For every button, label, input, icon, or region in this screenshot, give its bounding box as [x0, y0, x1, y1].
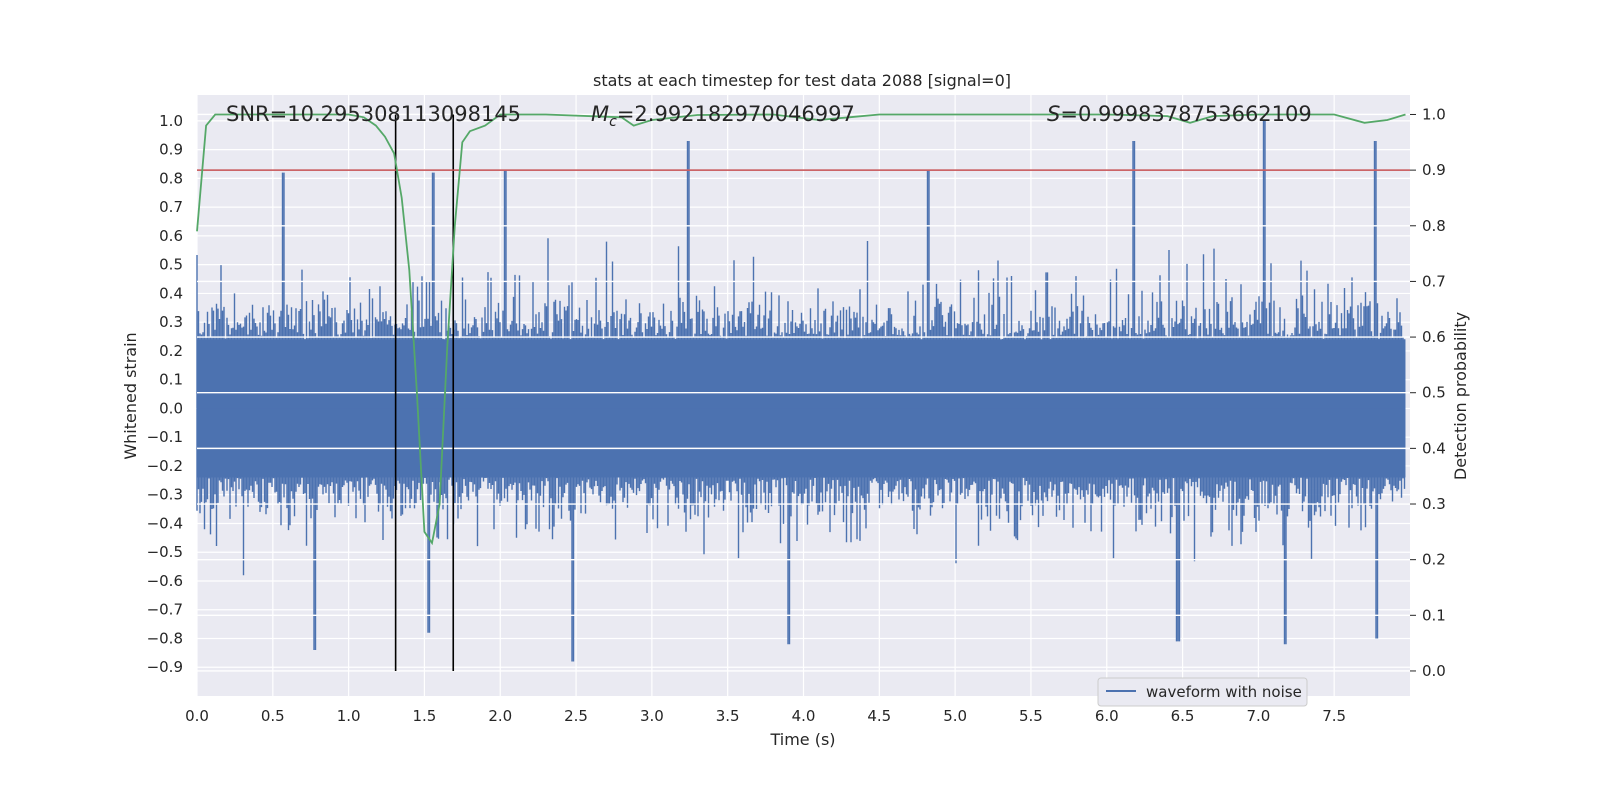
x-tick-label: 5.5 — [1019, 707, 1043, 725]
chirp-mass-symbol: M — [591, 102, 609, 126]
x-tick-label: 4.5 — [867, 707, 891, 725]
left-y-tick-label: −0.9 — [147, 658, 183, 676]
left-y-axis-ticks: −0.9 −0.8 −0.7 −0.6 −0.5 −0.4 −0.3 −0.2 −0.1 0.0 0… — [147, 112, 183, 676]
right-y-tick-label: 0.9 — [1422, 161, 1446, 179]
left-y-tick-label: −0.8 — [147, 629, 183, 647]
s-value: =0.9998378753662109 — [1060, 102, 1311, 126]
left-y-axis-label: Whitened strain — [121, 332, 140, 459]
right-y-tick-label: 0.5 — [1422, 384, 1446, 402]
left-y-tick-label: 0.5 — [159, 256, 183, 274]
chart-title: stats at each timestep for test data 208… — [593, 71, 1011, 90]
waveform-series — [196, 120, 1406, 662]
x-tick-label: 6.5 — [1171, 707, 1195, 725]
left-y-tick-label: −0.2 — [147, 457, 183, 475]
x-axis-ticks: 0.0 0.5 1.0 1.5 2.0 2.5 3.0 3.5 4.0 4.5 5.0 5.5 6.0 6… — [185, 707, 1346, 725]
probability-series — [196, 113, 1406, 546]
x-axis-label: Time (s) — [769, 730, 835, 749]
left-y-tick-label: 1.0 — [159, 112, 183, 130]
chirp-mass-annotation: Mc=2.992182970046997 — [591, 102, 855, 130]
s-annotation: S=0.9998378753662109 — [1047, 102, 1312, 126]
right-y-tick-label: 0.7 — [1422, 272, 1446, 290]
right-y-tick-label: 0.0 — [1422, 662, 1446, 680]
left-y-tick-label: −0.1 — [147, 428, 183, 446]
chirp-mass-subscript: c — [609, 114, 617, 130]
left-y-tick-label: −0.5 — [147, 543, 183, 561]
snr-annotation: SNR=10.295308113098145 — [226, 102, 521, 126]
right-y-axis-ticks: 0.0 0.1 0.2 0.3 0.4 0.5 0.6 0.7 0.8 0.9 1.0 — [1410, 105, 1446, 680]
probability-line — [196, 113, 1406, 546]
waveform-upper-trace — [196, 120, 1406, 409]
x-tick-label: 4.0 — [792, 707, 816, 725]
right-y-tick-label: 0.2 — [1422, 551, 1446, 569]
x-tick-label: 6.0 — [1095, 707, 1119, 725]
x-tick-label: 2.5 — [564, 707, 588, 725]
left-y-tick-label: 0.2 — [159, 342, 183, 360]
right-y-axis-label: Detection probability — [1451, 312, 1470, 480]
legend: waveform with noise — [1097, 677, 1308, 707]
x-tick-label: 7.0 — [1246, 707, 1270, 725]
left-y-tick-label: 0.9 — [159, 141, 183, 159]
left-y-tick-label: −0.6 — [147, 572, 183, 590]
x-tick-label: 1.0 — [337, 707, 361, 725]
left-y-tick-label: 0.1 — [159, 371, 183, 389]
x-tick-label: 0.0 — [185, 707, 209, 725]
right-y-tick-label: 0.8 — [1422, 217, 1446, 235]
x-tick-label: 3.5 — [716, 707, 740, 725]
x-tick-label: 7.5 — [1322, 707, 1346, 725]
legend-label: waveform with noise — [1146, 683, 1302, 701]
legend-box — [1097, 677, 1308, 707]
left-y-tick-label: 0.4 — [159, 284, 183, 302]
event-window-lines — [394, 114, 455, 671]
right-y-tick-label: 0.4 — [1422, 439, 1446, 457]
x-tick-label: 2.0 — [488, 707, 512, 725]
right-y-tick-label: 0.6 — [1422, 328, 1446, 346]
left-y-tick-label: −0.3 — [147, 486, 183, 504]
x-tick-label: 1.5 — [413, 707, 437, 725]
left-y-tick-label: 0.3 — [159, 313, 183, 331]
right-y-tick-label: 0.1 — [1422, 606, 1446, 624]
s-symbol: S — [1047, 102, 1060, 126]
right-y-tick-label: 1.0 — [1422, 105, 1446, 123]
x-tick-label: 3.0 — [640, 707, 664, 725]
left-y-tick-label: 0.6 — [159, 227, 183, 245]
left-y-tick-label: 0.7 — [159, 198, 183, 216]
left-y-tick-label: 0.0 — [159, 399, 183, 417]
x-tick-label: 5.0 — [943, 707, 967, 725]
left-y-tick-label: −0.7 — [147, 601, 183, 619]
x-tick-label: 0.5 — [261, 707, 285, 725]
right-y-tick-label: 0.3 — [1422, 495, 1446, 513]
left-y-tick-label: 0.8 — [159, 169, 183, 187]
left-y-tick-label: −0.4 — [147, 514, 183, 532]
chirp-mass-value: =2.992182970046997 — [617, 102, 855, 126]
